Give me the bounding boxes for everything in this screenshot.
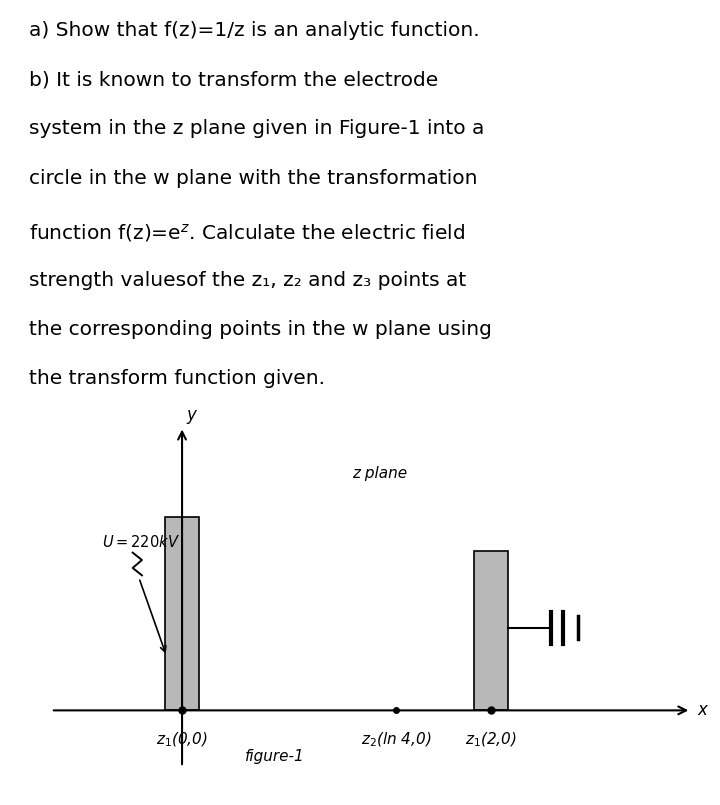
Text: $z_2$(ln 4,0): $z_2$(ln 4,0) bbox=[361, 731, 431, 749]
Text: the corresponding points in the w plane using: the corresponding points in the w plane … bbox=[29, 320, 492, 339]
Text: $z_1$(0,0): $z_1$(0,0) bbox=[156, 731, 208, 749]
Text: y: y bbox=[186, 407, 197, 424]
Text: $U = 220kV$: $U = 220kV$ bbox=[102, 535, 180, 551]
Text: a) Show that f(z)=1/z is an analytic function.: a) Show that f(z)=1/z is an analytic fun… bbox=[29, 22, 480, 40]
Text: the transform function given.: the transform function given. bbox=[29, 369, 325, 388]
Text: function f(z)=e$^z$. Calculate the electric field: function f(z)=e$^z$. Calculate the elect… bbox=[29, 222, 465, 244]
Text: $z_1$(2,0): $z_1$(2,0) bbox=[464, 731, 516, 749]
Text: system in the z plane given in Figure-1 into a: system in the z plane given in Figure-1 … bbox=[29, 119, 484, 138]
Bar bbox=[165, 518, 199, 710]
Text: strength valuesof the z₁, z₂ and z₃ points at: strength valuesof the z₁, z₂ and z₃ poin… bbox=[29, 271, 466, 290]
Text: x: x bbox=[698, 701, 707, 720]
Bar bbox=[474, 551, 508, 710]
Text: z plane: z plane bbox=[352, 466, 407, 481]
Text: figure-1: figure-1 bbox=[245, 749, 305, 764]
Text: b) It is known to transform the electrode: b) It is known to transform the electrod… bbox=[29, 70, 438, 89]
Text: circle in the w plane with the transformation: circle in the w plane with the transform… bbox=[29, 168, 477, 188]
